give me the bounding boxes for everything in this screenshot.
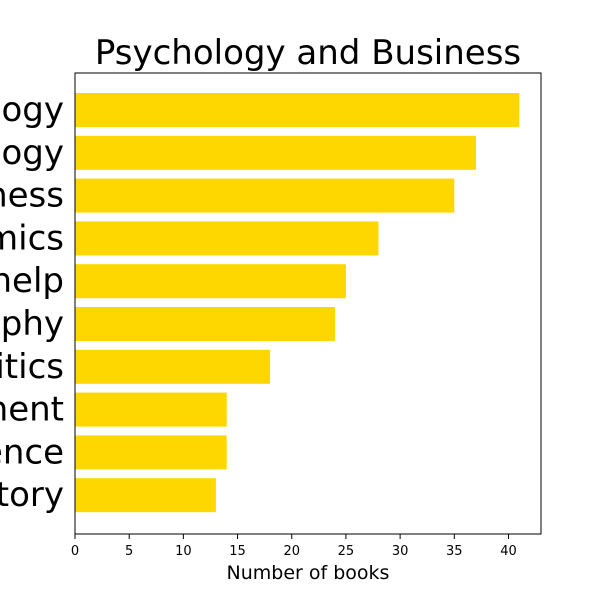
bar bbox=[75, 264, 346, 299]
plot-frame bbox=[74, 72, 542, 535]
bar bbox=[75, 478, 216, 513]
x-tick-label: 20 bbox=[283, 544, 300, 559]
category-label: ogy bbox=[1, 133, 64, 173]
bar bbox=[75, 135, 476, 170]
category-label: ness bbox=[0, 176, 64, 216]
bar bbox=[75, 435, 227, 470]
x-tick-label: 25 bbox=[338, 544, 355, 559]
x-tick-label: 15 bbox=[229, 544, 246, 559]
bar bbox=[75, 178, 455, 213]
x-tick-label: 40 bbox=[500, 544, 517, 559]
x-tick-label: 30 bbox=[392, 544, 409, 559]
category-label: ence bbox=[0, 432, 64, 472]
x-axis-ticks: 0 5 10 15 20 25 30 35 40 bbox=[71, 534, 517, 559]
category-label: phy bbox=[1, 304, 64, 344]
bar bbox=[75, 221, 379, 256]
bar bbox=[75, 349, 271, 384]
category-labels: ogyogynessmicshelpphyiticsmentencetory bbox=[0, 90, 64, 515]
category-label: ment bbox=[0, 390, 64, 430]
x-tick-label: 10 bbox=[175, 544, 192, 559]
x-tick-label: 5 bbox=[125, 544, 133, 559]
bar bbox=[75, 307, 336, 341]
bar bbox=[75, 392, 227, 427]
chart-title: Psychology and Business bbox=[95, 33, 521, 73]
bar bbox=[75, 93, 520, 127]
category-label: ogy bbox=[1, 90, 64, 130]
category-label: tory bbox=[0, 475, 64, 515]
x-tick-label: 35 bbox=[446, 544, 463, 559]
category-label: mics bbox=[0, 218, 64, 258]
x-tick-label: 0 bbox=[71, 544, 79, 559]
bars-group bbox=[75, 93, 520, 513]
x-axis-label: Number of books bbox=[227, 562, 390, 584]
category-label: itics bbox=[0, 347, 64, 387]
category-label: help bbox=[0, 261, 64, 301]
